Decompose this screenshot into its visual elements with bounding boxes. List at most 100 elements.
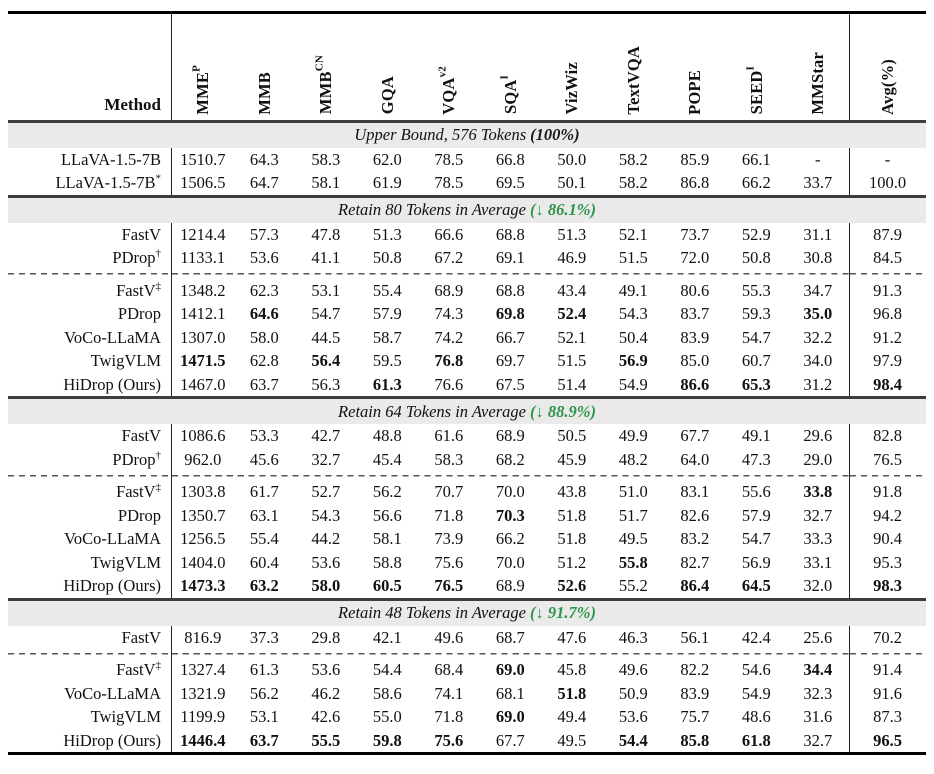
score-cell: 49.9 — [618, 426, 648, 445]
score-cell: 59.5 — [372, 351, 402, 370]
score-cell: 69.1 — [495, 248, 525, 267]
score-cell: 1471.5 — [180, 351, 226, 370]
score-cell: 1086.6 — [180, 426, 226, 445]
divider-segment — [8, 471, 172, 480]
score-cell: 56.6 — [372, 505, 402, 525]
column-header-mmstar: MMStar — [787, 14, 849, 120]
table-row: VoCo-LLaMA 1321.9 56.2 46.2 58.6 74.1 68.1 51.8… — [8, 681, 926, 705]
score-cell: 74.2 — [434, 327, 464, 347]
score-cell: 54.9 — [618, 374, 648, 394]
superscript-mark: v2 — [436, 65, 449, 78]
score-cell: 61.7 — [249, 482, 279, 501]
score-cell: 64.5 — [741, 576, 771, 595]
score-cell: 46.9 — [557, 248, 587, 267]
score-cell: 32.7 — [803, 505, 833, 525]
score-cell: 83.9 — [680, 327, 710, 347]
superscript-mark: ‡ — [155, 481, 162, 494]
score-cell: 55.5 — [311, 730, 341, 750]
score-cell: 58.0 — [249, 327, 279, 347]
section-title: Retain 64 Tokens in Average — [338, 401, 526, 421]
score-cell: 87.9 — [848, 222, 926, 246]
method-label: PDrop† — [8, 246, 172, 270]
score-cell: 68.9 — [495, 576, 525, 595]
score-cell: 68.8 — [495, 224, 525, 244]
score-cell: 32.3 — [803, 683, 833, 703]
score-cell: 85.0 — [680, 351, 710, 370]
score-cell: 51.5 — [557, 351, 587, 370]
score-cell: 45.9 — [557, 449, 587, 469]
table-row: TwigVLM 1199.9 53.1 42.6 55.0 71.8 69.0 49.4 53.… — [8, 705, 926, 729]
method-label: VoCo-LLaMA — [8, 527, 172, 551]
score-cell: 85.8 — [680, 730, 710, 750]
score-cell: 54.6 — [741, 660, 771, 679]
score-cell: 51.4 — [557, 374, 587, 394]
score-cell: 76.5 — [848, 447, 926, 471]
score-cell: 50.5 — [557, 426, 587, 445]
score-cell: 33.8 — [803, 482, 833, 501]
score-cell: 63.7 — [249, 730, 279, 750]
divider-segment — [172, 269, 849, 279]
column-header-avg: Avg(%) — [848, 13, 926, 120]
score-cell: 97.9 — [848, 349, 926, 373]
score-cell: 30.8 — [803, 248, 833, 267]
score-cell: 87.3 — [848, 705, 926, 729]
score-cell: 45.8 — [557, 660, 587, 679]
score-cell: 1350.7 — [180, 505, 226, 525]
score-cell: 58.3 — [434, 449, 464, 469]
score-cell: 33.3 — [803, 529, 833, 548]
score-cell: 83.1 — [680, 482, 710, 501]
score-cell: 58.0 — [311, 576, 341, 595]
score-cell: 54.3 — [618, 304, 648, 323]
superscript-mark: CN — [313, 55, 326, 72]
section-rule — [8, 194, 926, 198]
score-cell: 51.0 — [618, 482, 648, 501]
score-cell: 58.2 — [618, 173, 648, 192]
score-cell: 42.6 — [311, 707, 341, 726]
score-cell: 59.8 — [372, 730, 402, 750]
score-cell: 56.2 — [372, 482, 402, 501]
score-cell: 57.9 — [741, 505, 771, 525]
score-cell: 37.3 — [249, 627, 279, 647]
score-cell: 95.3 — [848, 550, 926, 574]
column-header-vizwiz: VizWiz — [541, 14, 603, 120]
superscript-mark: † — [155, 247, 162, 260]
score-cell: 61.3 — [249, 660, 279, 679]
score-cell: 49.6 — [618, 660, 648, 679]
score-cell: 1348.2 — [180, 280, 226, 300]
score-cell: 47.3 — [741, 449, 771, 469]
column-header-label: VQAv2 — [436, 65, 459, 115]
score-cell: 68.2 — [495, 449, 525, 469]
superscript-mark: ‡ — [155, 659, 162, 672]
score-cell: 53.6 — [311, 660, 341, 679]
score-cell: 63.2 — [249, 576, 279, 595]
score-cell: 74.1 — [434, 683, 464, 703]
score-cell: 55.3 — [741, 280, 771, 300]
score-cell: 54.4 — [618, 730, 648, 750]
score-cell: 1307.0 — [180, 327, 226, 347]
score-cell: 84.5 — [848, 246, 926, 270]
header-row: Method MMEP MMB MMBCN GQA VQAv2 SQAI VizWiz Tex… — [8, 10, 926, 120]
score-cell: 56.2 — [249, 683, 279, 703]
score-cell: 48.8 — [372, 426, 402, 445]
score-cell: 54.7 — [311, 304, 341, 323]
table-row: TwigVLM 1471.5 62.8 56.4 59.5 76.8 69.7 51.5 56.… — [8, 349, 926, 373]
score-cell: 61.3 — [372, 374, 402, 394]
column-header-label: POPE — [685, 69, 704, 115]
score-cell: 60.7 — [741, 351, 771, 370]
score-cell: 51.2 — [557, 552, 587, 572]
table-row: TwigVLM 1404.0 60.4 53.6 58.8 75.6 70.0 51.2 55.… — [8, 550, 926, 574]
score-cell: 1467.0 — [180, 374, 226, 394]
score-cell: 67.2 — [434, 248, 464, 267]
score-cell: - — [815, 149, 821, 169]
score-cell: 51.8 — [557, 529, 587, 548]
score-cell: 58.8 — [372, 552, 402, 572]
score-cell: 31.2 — [803, 374, 833, 394]
score-cell: 55.4 — [249, 529, 279, 548]
score-cell: 34.7 — [803, 280, 833, 300]
score-cell: 54.3 — [311, 505, 341, 525]
score-cell: 51.5 — [618, 248, 648, 267]
method-label: PDrop — [8, 503, 172, 527]
score-cell: 50.4 — [618, 327, 648, 347]
score-cell: 1199.9 — [180, 707, 226, 726]
score-cell: 69.7 — [495, 351, 525, 370]
